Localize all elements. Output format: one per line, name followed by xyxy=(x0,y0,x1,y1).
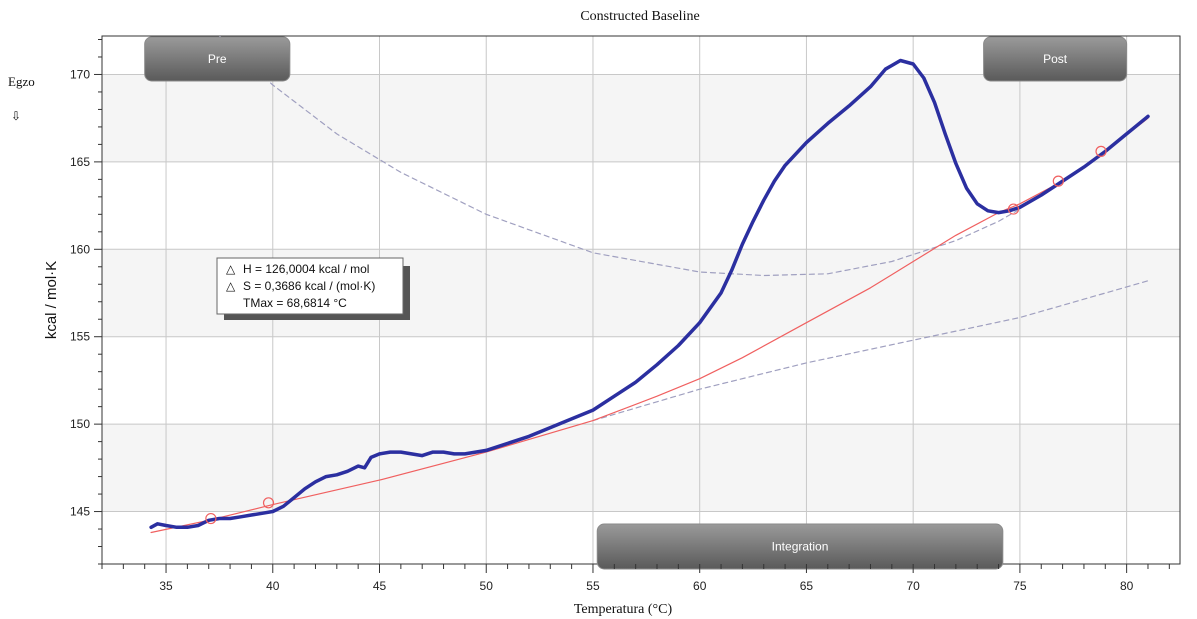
x-tick-label: 40 xyxy=(266,579,280,593)
entropy-text: S = 0,3686 kcal / (mol·K) xyxy=(243,279,375,293)
x-axis-title: Temperatura (°C) xyxy=(574,602,673,617)
delta-s-icon: △ xyxy=(226,279,236,293)
info-box[interactable]: △ H = 126,0004 kcal / mol △ S = 0,3686 k… xyxy=(216,257,410,320)
x-tick-label: 35 xyxy=(159,579,173,593)
range-handle-label: Pre xyxy=(208,52,227,66)
y-tick-label: 150 xyxy=(70,417,90,431)
baseline-marker[interactable] xyxy=(1095,145,1107,157)
series-pre-fit-extrapolation xyxy=(592,280,1149,422)
x-tick-label: 80 xyxy=(1120,579,1134,593)
x-tick-label: 55 xyxy=(586,579,600,593)
range-handle-label: Integration xyxy=(772,540,829,554)
series-measured xyxy=(149,58,1150,530)
enthalpy-text: H = 126,0004 kcal / mol xyxy=(243,262,369,276)
y-tick-label: 145 xyxy=(70,505,90,519)
chart-title: Constructed Baseline xyxy=(580,9,699,24)
delta-h-icon: △ xyxy=(226,262,236,276)
axis-ticks: 35 40 45 50 55 60 65 70 75 80 145 150 155 160 165 170 xyxy=(70,38,1170,593)
x-tick-label: 45 xyxy=(373,579,387,593)
y-tick-label: 170 xyxy=(70,67,90,81)
range-handle-post[interactable]: Post xyxy=(983,36,1128,82)
grid-lines xyxy=(102,36,1180,564)
plot-band xyxy=(102,424,1180,512)
baseline-marker[interactable] xyxy=(1052,175,1064,187)
y-axis-title: kcal / mol·K xyxy=(43,261,60,339)
baseline-marker[interactable] xyxy=(205,512,217,525)
x-tick-label: 70 xyxy=(906,579,920,593)
series-layer xyxy=(149,36,1150,534)
y-tick-label: 160 xyxy=(70,242,90,256)
egzo-label: Egzo xyxy=(8,74,35,89)
range-handle-pre[interactable]: Pre xyxy=(144,36,291,82)
x-tick-label: 60 xyxy=(693,579,707,593)
range-handle-label: Post xyxy=(1043,52,1068,66)
range-handle-body[interactable] xyxy=(983,36,1128,82)
baseline-marker[interactable] xyxy=(1007,203,1020,215)
x-tick-label: 75 xyxy=(1013,579,1027,593)
range-handle-body[interactable] xyxy=(144,36,291,82)
x-tick-label: 50 xyxy=(480,579,494,593)
series-constructed-baseline xyxy=(150,117,1149,534)
range-handle-integration[interactable]: Integration xyxy=(596,523,1004,570)
plot-band xyxy=(102,74,1180,162)
range-handle-body[interactable] xyxy=(596,523,1004,570)
y-tick-label: 155 xyxy=(70,330,90,344)
series-post-fit-extrapolation xyxy=(218,36,1021,277)
markers-layer xyxy=(205,145,1107,525)
baseline-marker[interactable] xyxy=(262,497,275,509)
y-tick-label: 165 xyxy=(70,155,90,169)
down-arrow-icon: ⇩ xyxy=(11,109,21,123)
x-tick-label: 65 xyxy=(800,579,814,593)
info-box-panel xyxy=(216,257,404,315)
range-handles: Pre Post Integration xyxy=(144,36,1128,570)
tmax-text: TMax = 68,6814 °C xyxy=(243,296,347,310)
